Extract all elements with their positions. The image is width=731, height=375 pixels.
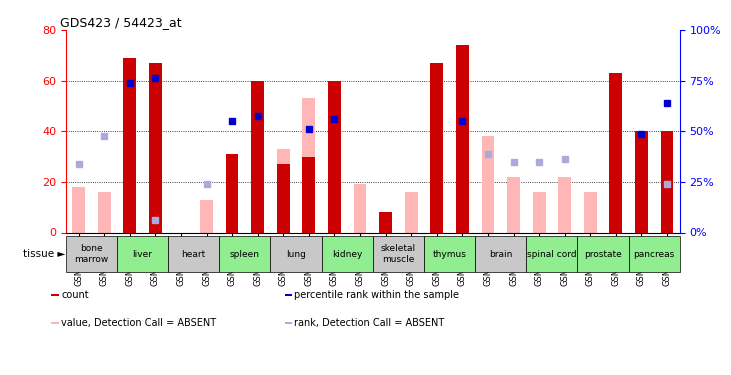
Bar xyxy=(661,131,673,232)
Bar xyxy=(661,215,673,232)
Bar xyxy=(635,131,648,232)
Text: rank, Detection Call = ABSENT: rank, Detection Call = ABSENT xyxy=(295,318,444,328)
Text: bone
marrow: bone marrow xyxy=(75,244,108,264)
Bar xyxy=(558,177,571,232)
Bar xyxy=(149,63,162,232)
Bar xyxy=(584,192,596,232)
Text: kidney: kidney xyxy=(332,250,363,259)
Bar xyxy=(98,192,110,232)
Bar xyxy=(373,236,424,272)
Bar xyxy=(51,322,59,324)
Bar xyxy=(405,192,417,232)
Text: spinal cord: spinal cord xyxy=(527,250,577,259)
Bar xyxy=(66,236,117,272)
Text: count: count xyxy=(61,290,88,300)
Bar xyxy=(322,236,373,272)
Bar xyxy=(277,164,289,232)
Bar xyxy=(629,236,680,272)
Bar xyxy=(72,187,85,232)
Bar xyxy=(226,154,238,232)
Bar xyxy=(328,81,341,232)
Bar xyxy=(168,236,219,272)
Text: lung: lung xyxy=(286,250,306,259)
Text: brain: brain xyxy=(489,250,512,259)
Bar xyxy=(277,149,289,232)
Bar xyxy=(577,236,629,272)
Bar xyxy=(284,322,292,324)
Bar xyxy=(303,157,315,232)
Text: percentile rank within the sample: percentile rank within the sample xyxy=(295,290,460,300)
Bar xyxy=(379,212,392,232)
Bar xyxy=(124,58,136,232)
Bar xyxy=(379,212,392,232)
Bar xyxy=(284,294,292,296)
Text: GDS423 / 54423_at: GDS423 / 54423_at xyxy=(60,16,181,29)
Text: spleen: spleen xyxy=(230,250,260,259)
Text: heart: heart xyxy=(181,250,206,259)
Bar xyxy=(251,81,264,232)
Text: tissue ►: tissue ► xyxy=(23,249,66,259)
Bar xyxy=(200,200,213,232)
Text: value, Detection Call = ABSENT: value, Detection Call = ABSENT xyxy=(61,318,216,328)
Bar xyxy=(526,236,577,272)
Bar xyxy=(117,236,168,272)
Text: liver: liver xyxy=(132,250,153,259)
Bar xyxy=(482,136,494,232)
Bar xyxy=(354,184,366,232)
Text: prostate: prostate xyxy=(584,250,622,259)
Bar xyxy=(456,45,469,232)
Text: thymus: thymus xyxy=(433,250,466,259)
Bar xyxy=(219,236,270,272)
Text: skeletal
muscle: skeletal muscle xyxy=(381,244,416,264)
Bar xyxy=(303,98,315,232)
Text: pancreas: pancreas xyxy=(634,250,675,259)
Bar xyxy=(424,236,475,272)
Bar xyxy=(51,294,59,296)
Bar xyxy=(507,177,520,232)
Bar xyxy=(270,236,322,272)
Bar xyxy=(533,192,545,232)
Bar xyxy=(610,73,622,232)
Bar xyxy=(431,63,443,232)
Bar xyxy=(475,236,526,272)
